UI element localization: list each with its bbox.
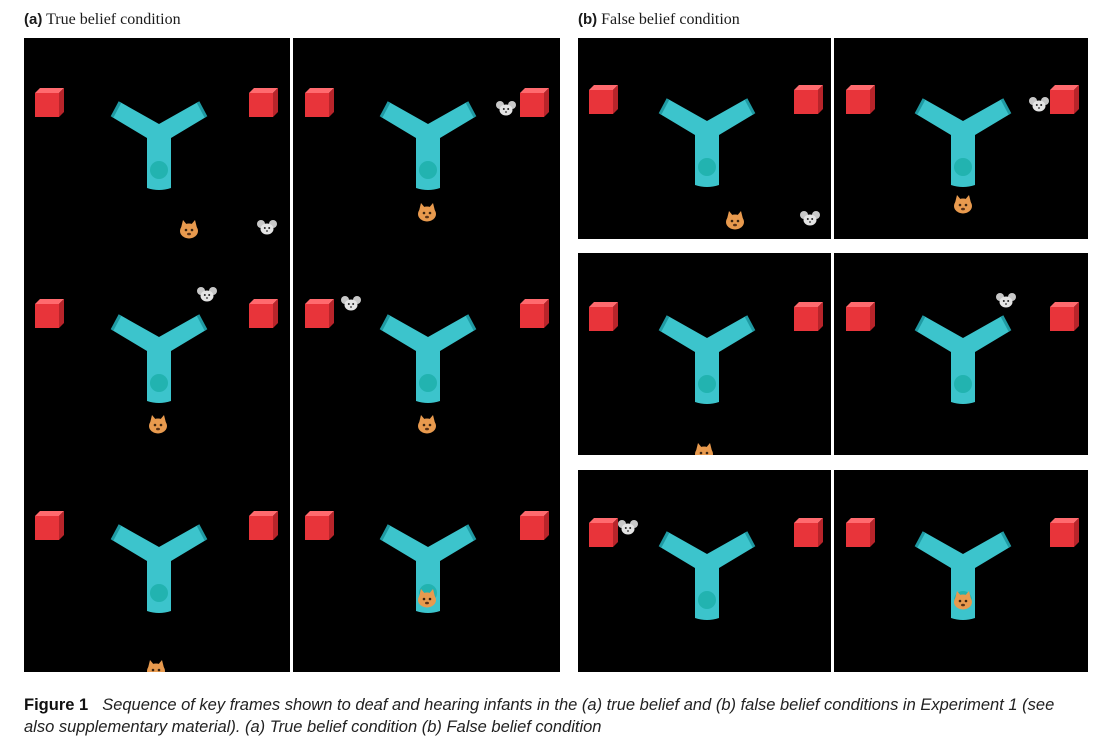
panel-a-title: True belief condition — [46, 11, 181, 28]
red-box-icon — [520, 88, 549, 117]
false-belief-scene-3-left — [589, 518, 823, 620]
figure-caption: Figure 1 Sequence of key frames shown to … — [24, 694, 1084, 738]
mouse-icon — [197, 287, 217, 302]
y-shaped-tube-icon — [110, 314, 208, 403]
true-belief-scene-right — [305, 88, 549, 613]
cat-icon — [695, 443, 713, 455]
false-belief-frame-3-left — [578, 470, 831, 672]
red-box-icon — [794, 302, 823, 331]
panel-b-letter: (b) — [578, 11, 598, 28]
red-box-icon — [589, 518, 618, 547]
panel-b-label: (b) False belief condition — [578, 11, 740, 29]
red-box-icon — [1050, 85, 1079, 114]
true-belief-scene-left — [35, 88, 278, 672]
cat-icon — [726, 211, 744, 230]
panel-a-letter: (a) — [24, 11, 43, 28]
y-shaped-tube-icon — [379, 101, 477, 190]
red-box-icon — [1050, 302, 1079, 331]
figure-label: Figure 1 — [24, 696, 89, 714]
y-shaped-tube-icon — [110, 101, 208, 190]
red-box-icon — [249, 299, 278, 328]
red-box-icon — [589, 85, 618, 114]
false-belief-scene-2-right — [846, 293, 1079, 404]
true-belief-frame-right — [293, 38, 560, 672]
mouse-icon — [618, 520, 638, 535]
mouse-icon — [996, 293, 1016, 308]
false-belief-frame-2-left — [578, 253, 831, 455]
cat-icon — [418, 203, 436, 222]
cat-icon — [954, 591, 972, 610]
red-box-icon — [35, 88, 64, 117]
false-belief-scene-2-left — [589, 302, 823, 455]
y-shaped-tube-icon — [658, 315, 756, 404]
panel-b-title: False belief condition — [601, 11, 740, 28]
false-belief-scene-1-left — [589, 85, 823, 230]
y-shaped-tube-icon — [379, 314, 477, 403]
false-belief-frame-2-right — [834, 253, 1088, 455]
red-box-icon — [35, 511, 64, 540]
red-box-icon — [846, 518, 875, 547]
red-box-icon — [35, 299, 64, 328]
mouse-icon — [341, 296, 361, 311]
y-shaped-tube-icon — [658, 98, 756, 187]
red-box-icon — [520, 299, 549, 328]
y-shaped-tube-icon — [110, 524, 208, 613]
mouse-icon — [257, 220, 277, 235]
mouse-icon — [800, 211, 820, 226]
false-belief-frame-1-right — [834, 38, 1088, 239]
red-box-icon — [794, 518, 823, 547]
cat-icon — [180, 220, 198, 239]
true-belief-frame-left — [24, 38, 290, 672]
cat-icon — [149, 415, 167, 434]
cat-icon — [954, 195, 972, 214]
cat-icon — [147, 660, 165, 672]
figure-caption-text: Sequence of key frames shown to deaf and… — [24, 696, 1055, 736]
red-box-icon — [520, 511, 549, 540]
red-box-icon — [1050, 518, 1079, 547]
cat-icon — [418, 415, 436, 434]
false-belief-scene-3-right — [846, 518, 1079, 620]
false-belief-scene-1-right — [846, 85, 1079, 214]
y-shaped-tube-icon — [914, 315, 1012, 404]
cat-icon — [418, 589, 436, 608]
false-belief-frame-3-right — [834, 470, 1088, 672]
red-box-icon — [846, 85, 875, 114]
panel-a-label: (a) True belief condition — [24, 11, 181, 29]
false-belief-frame-1-left — [578, 38, 831, 239]
red-box-icon — [794, 85, 823, 114]
red-box-icon — [846, 302, 875, 331]
mouse-icon — [1029, 97, 1049, 112]
red-box-icon — [305, 88, 334, 117]
y-shaped-tube-icon — [658, 531, 756, 620]
red-box-icon — [249, 511, 278, 540]
y-shaped-tube-icon — [914, 98, 1012, 187]
red-box-icon — [305, 299, 334, 328]
mouse-icon — [496, 101, 516, 116]
red-box-icon — [589, 302, 618, 331]
red-box-icon — [305, 511, 334, 540]
red-box-icon — [249, 88, 278, 117]
